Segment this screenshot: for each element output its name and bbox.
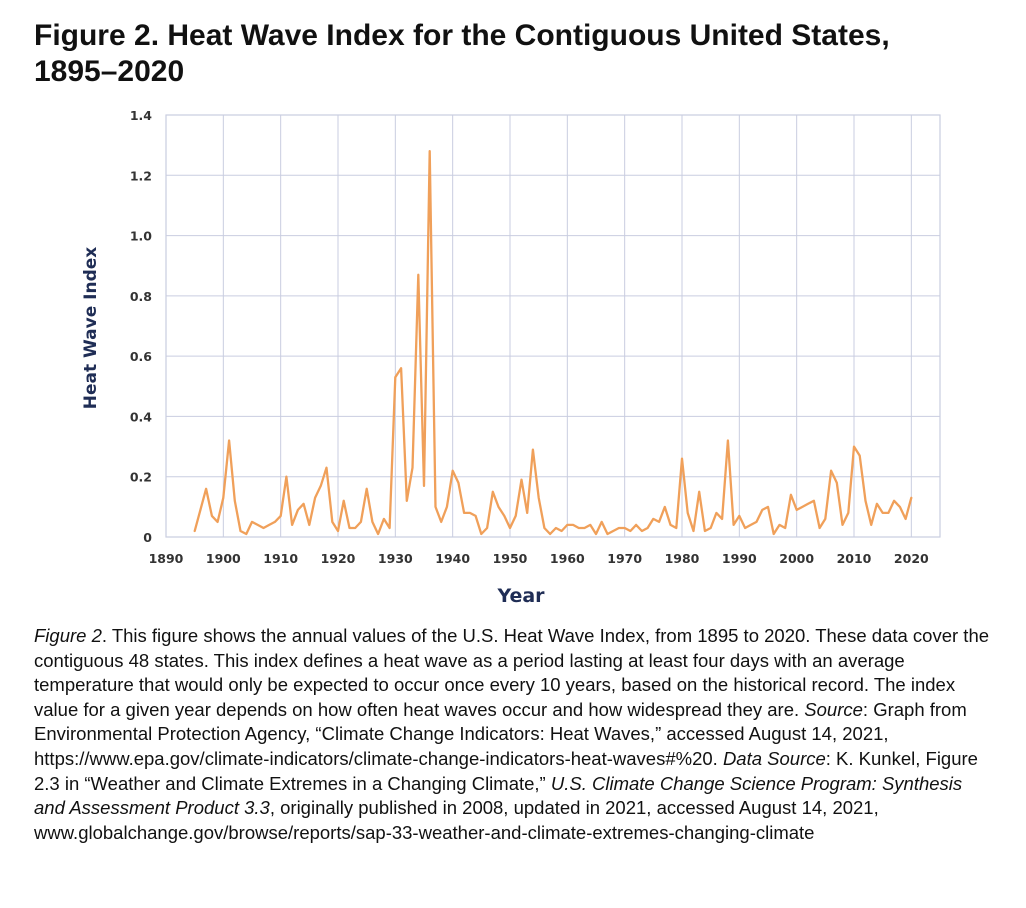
y-tick-label: 0.4 xyxy=(130,409,152,424)
grid-layer xyxy=(165,114,941,538)
y-tick-label: 0.2 xyxy=(130,470,152,485)
y-tick-label: 0.6 xyxy=(130,349,152,364)
heat-wave-chart: 0 0.2 0.4 0.6 0.8 1.0 1.2 1.4 1890 1900 1910 1920 1… xyxy=(66,100,956,620)
figure-caption: Figure 2. This figure shows the annual v… xyxy=(34,624,996,845)
y-tick-label: 1.2 xyxy=(130,168,152,183)
x-tick-label: 2020 xyxy=(894,551,929,566)
x-tick-label: 1990 xyxy=(722,551,757,566)
x-tick-label: 1930 xyxy=(378,551,413,566)
x-tick-labels: 1890 1900 1910 1920 1930 1940 1950 1960 1970 1980… xyxy=(149,551,929,566)
y-tick-label: 0.8 xyxy=(130,289,152,304)
x-tick-label: 1910 xyxy=(263,551,298,566)
y-tick-label: 1.4 xyxy=(130,108,152,123)
caption-text-1: . This figure shows the annual values of… xyxy=(34,625,990,720)
heat-wave-index-line xyxy=(193,150,913,536)
x-tick-label: 1900 xyxy=(206,551,241,566)
x-tick-label: 1970 xyxy=(607,551,642,566)
caption-figure-label: Figure 2 xyxy=(34,625,102,646)
x-tick-label: 1890 xyxy=(149,551,184,566)
x-tick-label: 1980 xyxy=(665,551,700,566)
x-tick-label: 1940 xyxy=(435,551,470,566)
series-layer xyxy=(193,150,913,536)
caption-publication: U.S. Climate Change Science Program: Syn… xyxy=(34,772,963,819)
figure-title-line2: 1895–2020 xyxy=(34,55,185,88)
x-tick-label: 1960 xyxy=(550,551,585,566)
chart-svg: 00.20.40.60.81.01.21.4 1890 1900 1910 1920 1… xyxy=(81,108,941,607)
figure-title: Figure 2. Heat Wave Index for the Contig… xyxy=(34,18,994,90)
y-tick-label: 1.0 xyxy=(130,229,152,244)
y-axis-label: Heat Wave Index xyxy=(81,247,101,410)
x-tick-label: 1920 xyxy=(321,551,356,566)
y-tick-labels: 0 0.2 0.4 0.6 0.8 1.0 1.2 1.4 xyxy=(130,108,152,545)
caption-text-4: , originally published in 2008, updated … xyxy=(34,797,879,843)
caption-data-source-label: Data Source xyxy=(722,747,826,769)
caption-source-label: Source xyxy=(804,698,863,720)
caption-text-3: : K. Kunkel, Figure 2.3 in “Weather and … xyxy=(34,747,978,794)
figure-title-line1: Figure 2. Heat Wave Index for the Contig… xyxy=(34,19,890,52)
x-tick-label: 2010 xyxy=(837,551,872,566)
caption-text-2: : Graph from Environmental Protection Ag… xyxy=(34,698,967,769)
x-tick-label: 2000 xyxy=(779,551,814,566)
plot-area xyxy=(165,114,941,538)
x-axis-label: Year xyxy=(496,585,545,607)
x-tick-label: 1950 xyxy=(493,551,528,566)
y-tick-label: 0 xyxy=(143,530,152,545)
